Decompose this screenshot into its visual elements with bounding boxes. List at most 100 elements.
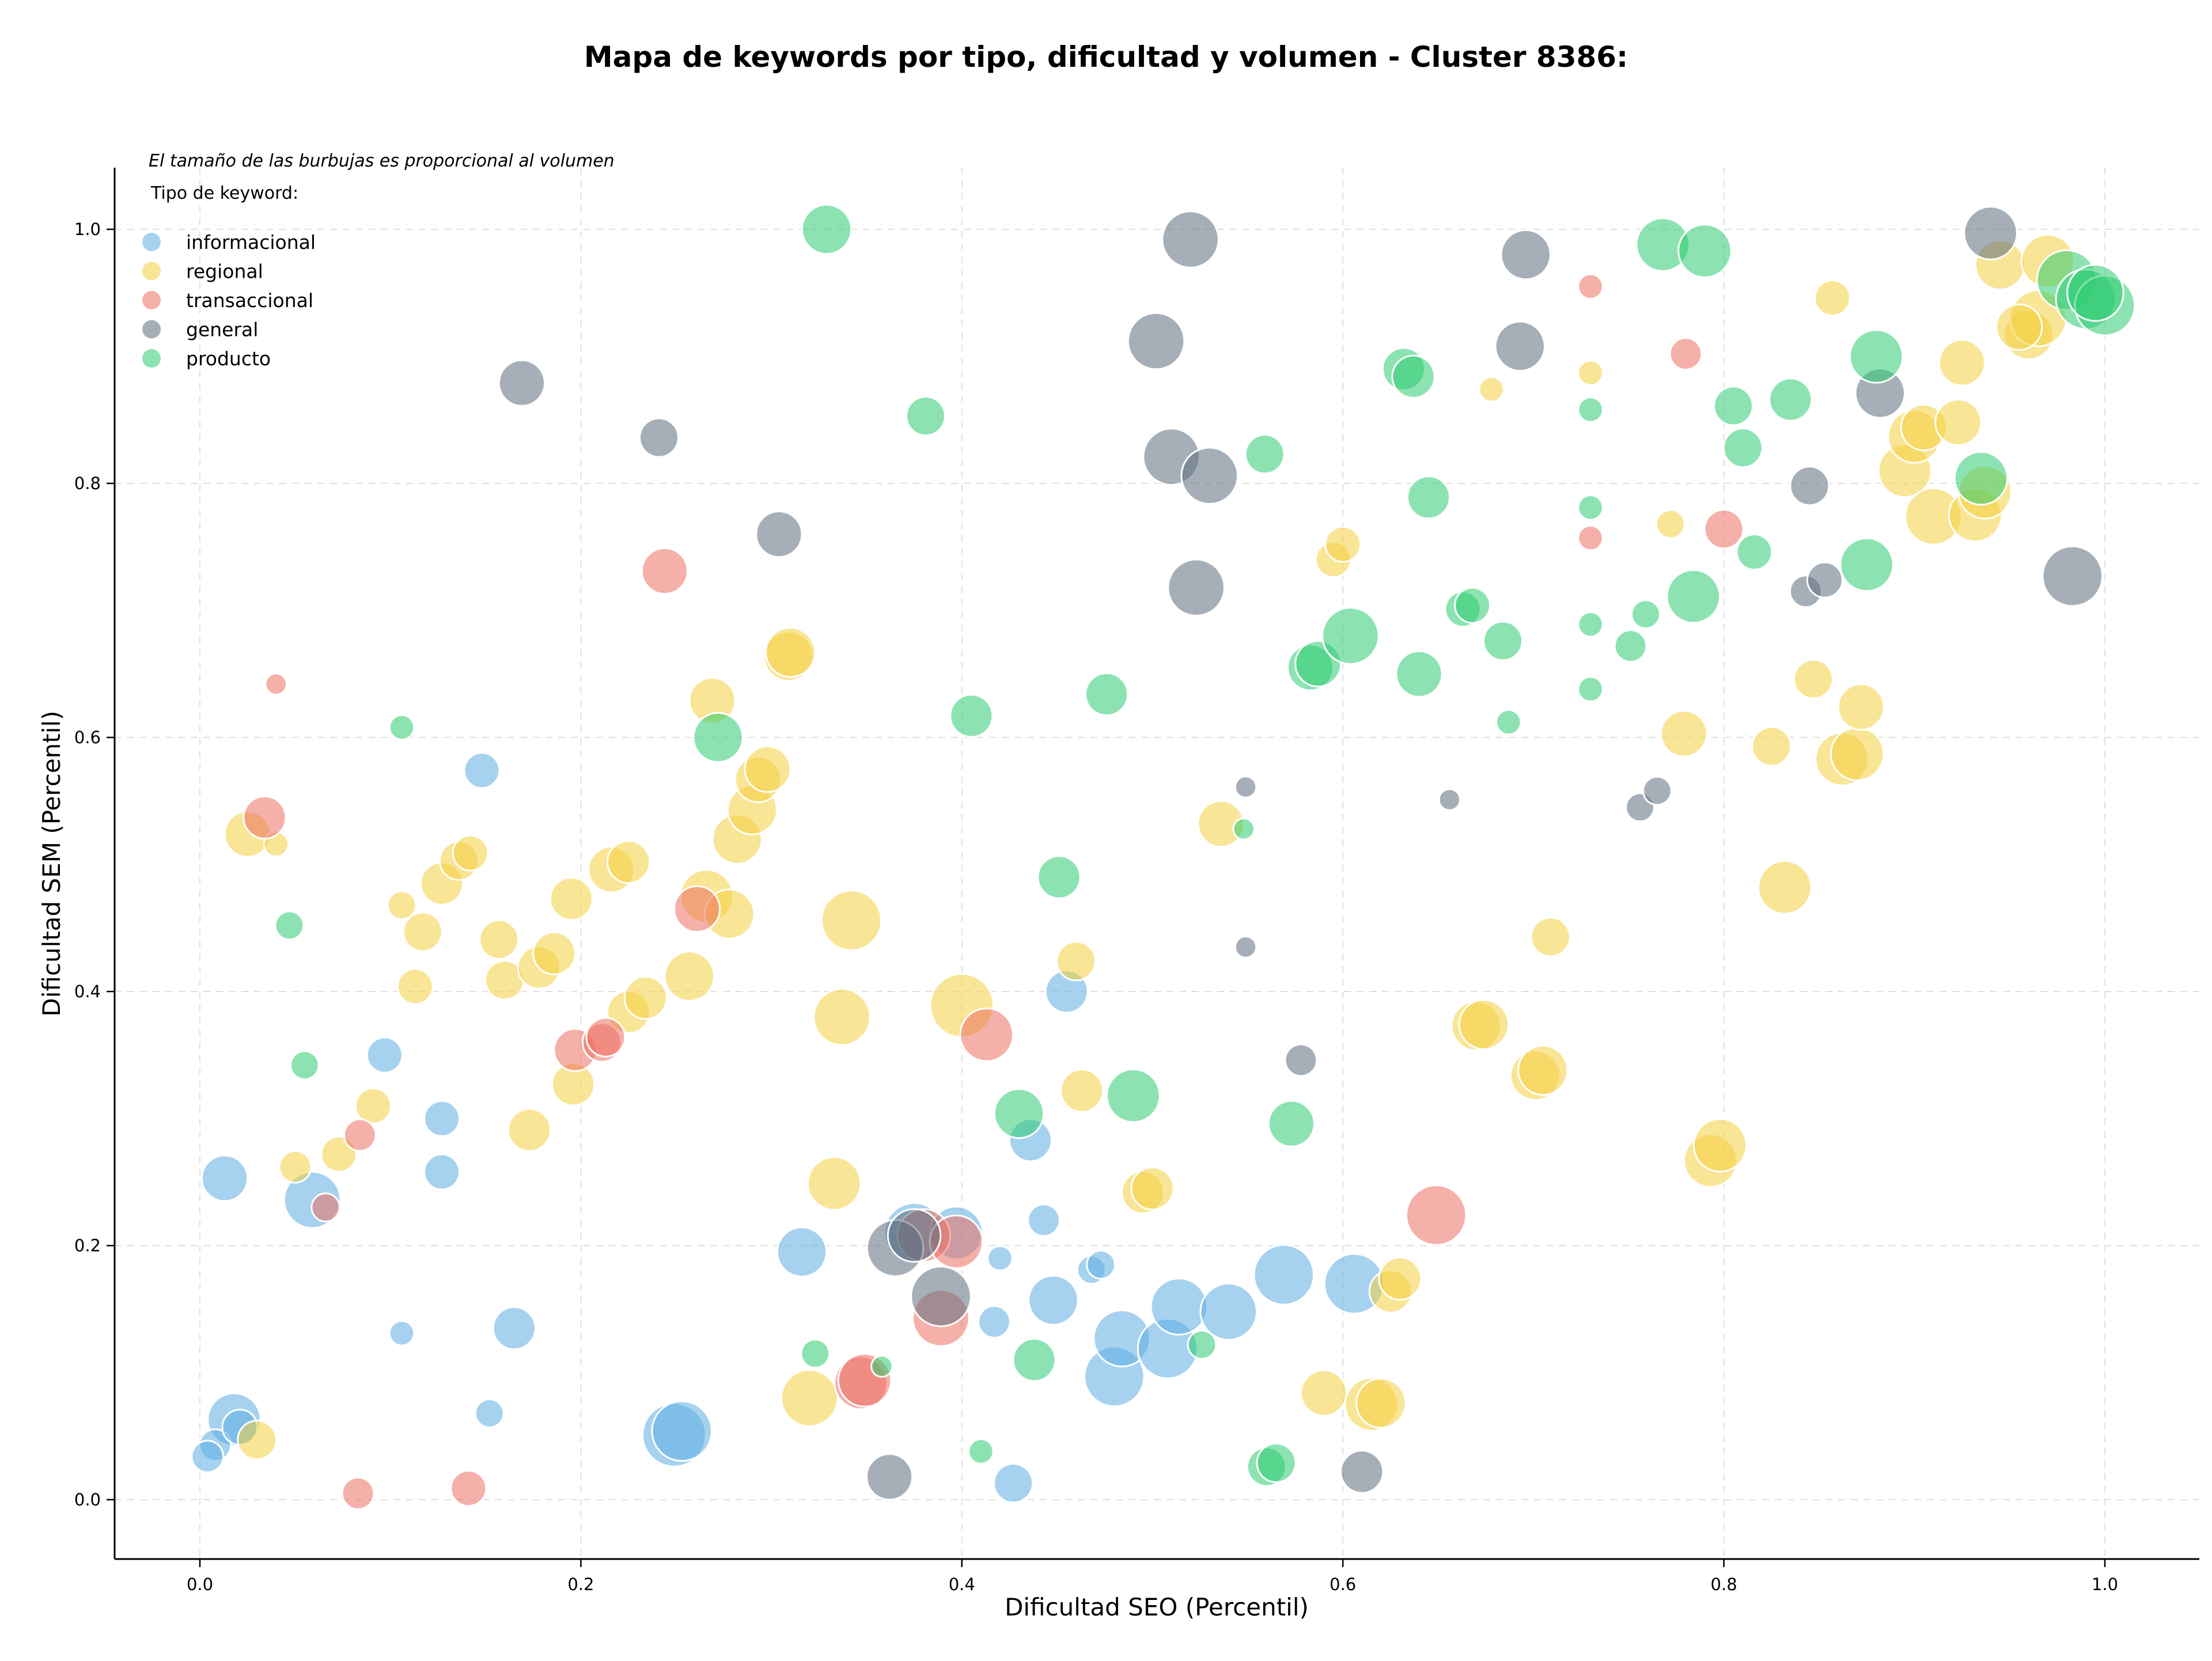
informacional-bubble	[651, 1400, 713, 1462]
regional-bubble	[1478, 376, 1505, 403]
legend-marker-regional	[142, 262, 161, 281]
informacional-bubble	[987, 1245, 1013, 1272]
producto-bubble	[800, 1338, 831, 1369]
transaccional-bubble	[243, 795, 287, 840]
general-bubble	[1789, 466, 1830, 506]
regional-bubble	[1793, 659, 1834, 699]
producto-bubble	[1395, 650, 1443, 698]
regional-bubble	[1324, 525, 1362, 563]
producto-bubble	[949, 694, 994, 738]
grid	[115, 168, 2199, 1559]
informacional-bubble	[1199, 1282, 1258, 1341]
producto-bubble	[1768, 377, 1813, 422]
informacional-bubble	[388, 1320, 415, 1346]
informacional-bubble	[776, 1226, 828, 1278]
general-bubble	[1127, 312, 1185, 370]
regional-bubble	[1934, 399, 1982, 447]
y-tick-label: 0.8	[74, 474, 101, 493]
regional-bubble	[664, 951, 715, 1002]
informacional-bubble	[1150, 1277, 1209, 1336]
producto-bubble	[290, 1050, 320, 1080]
producto-bubble	[1495, 709, 1522, 736]
general-bubble	[910, 1265, 972, 1327]
regional-bubble	[278, 1150, 312, 1184]
x-tick-label: 0.4	[949, 1575, 975, 1594]
general-bubble	[1340, 1450, 1384, 1494]
general-bubble	[1494, 320, 1546, 372]
general-bubble	[1806, 561, 1843, 599]
general-bubble	[1284, 1043, 1318, 1077]
transaccional-bubble	[1669, 337, 1703, 370]
transaccional-bubble	[1577, 525, 1604, 551]
producto-bubble	[1839, 537, 1894, 592]
regional-bubble	[744, 746, 791, 793]
producto-bubble	[968, 1438, 994, 1465]
transaccional-bubble	[450, 1470, 487, 1507]
producto-bubble	[1631, 599, 1661, 629]
informacional-bubble	[978, 1305, 1011, 1339]
general-bubble	[1438, 788, 1461, 811]
regional-bubble	[1530, 917, 1571, 958]
informacional-bubble	[474, 1398, 505, 1429]
bubbles	[191, 203, 2136, 1510]
legend-marker-general	[142, 320, 161, 339]
y-tick-label: 0.0	[74, 1490, 101, 1509]
informacional-bubble	[1027, 1204, 1060, 1237]
regional-bubble	[1995, 303, 2043, 351]
legend-marker-transaccional	[142, 291, 161, 309]
general-bubble	[887, 1208, 942, 1263]
bubble-size-note: El tamaño de las burbujas es proporciona…	[149, 151, 615, 171]
informacional-bubble	[463, 752, 501, 789]
general-bubble	[2041, 545, 2104, 607]
producto-bubble	[388, 714, 415, 741]
producto-bubble	[1483, 620, 1523, 661]
producto-bubble	[1953, 451, 2009, 506]
transaccional-bubble	[585, 1017, 626, 1058]
regional-bubble	[1814, 279, 1851, 317]
producto-bubble	[1321, 607, 1380, 665]
regional-bubble	[507, 1108, 552, 1152]
producto-bubble	[1037, 855, 1081, 899]
regional-bubble	[607, 840, 651, 884]
transaccional-bubble	[310, 1192, 341, 1223]
regional-bubble	[1758, 860, 1812, 915]
general-bubble	[1234, 775, 1257, 799]
regional-bubble	[1577, 360, 1604, 387]
transaccional-bubble	[1405, 1184, 1467, 1246]
legend-title: Tipo de keyword:	[150, 183, 298, 203]
regional-bubble	[237, 1420, 278, 1461]
informacional-bubble	[993, 1463, 1034, 1504]
transaccional-bubble	[341, 1477, 375, 1510]
informacional-bubble	[1253, 1244, 1315, 1306]
producto-bubble	[870, 1354, 893, 1378]
legend-label-transaccional: transaccional	[186, 289, 313, 312]
general-bubble	[1180, 447, 1238, 505]
producto-bubble	[1577, 676, 1604, 702]
producto-bubble	[1713, 385, 1754, 426]
informacional-bubble	[191, 1440, 225, 1473]
regional-bubble	[1660, 710, 1708, 758]
regional-bubble	[820, 890, 882, 951]
regional-bubble	[1751, 726, 1792, 767]
regional-bubble	[1837, 683, 1885, 731]
producto-bubble	[1736, 534, 1773, 571]
producto-bubble	[906, 396, 946, 437]
regional-bubble	[354, 1087, 392, 1125]
regional-bubble	[1656, 509, 1685, 539]
regional-bubble	[479, 919, 520, 960]
regional-bubble	[1830, 727, 1885, 781]
general-bubble	[639, 417, 679, 458]
informacional-bubble	[423, 1153, 460, 1191]
producto-bubble	[801, 203, 853, 255]
informacional-bubble	[423, 1100, 460, 1137]
producto-bubble	[1106, 1068, 1161, 1123]
producto-bubble	[1085, 672, 1129, 717]
regional-bubble	[549, 876, 594, 921]
legend-label-general: general	[186, 319, 258, 341]
producto-bubble	[1666, 569, 1721, 624]
x-tick-label: 0.2	[567, 1575, 594, 1594]
general-bubble	[1500, 229, 1551, 281]
regional-bubble	[1355, 1378, 1407, 1429]
regional-bubble	[1938, 339, 1986, 387]
